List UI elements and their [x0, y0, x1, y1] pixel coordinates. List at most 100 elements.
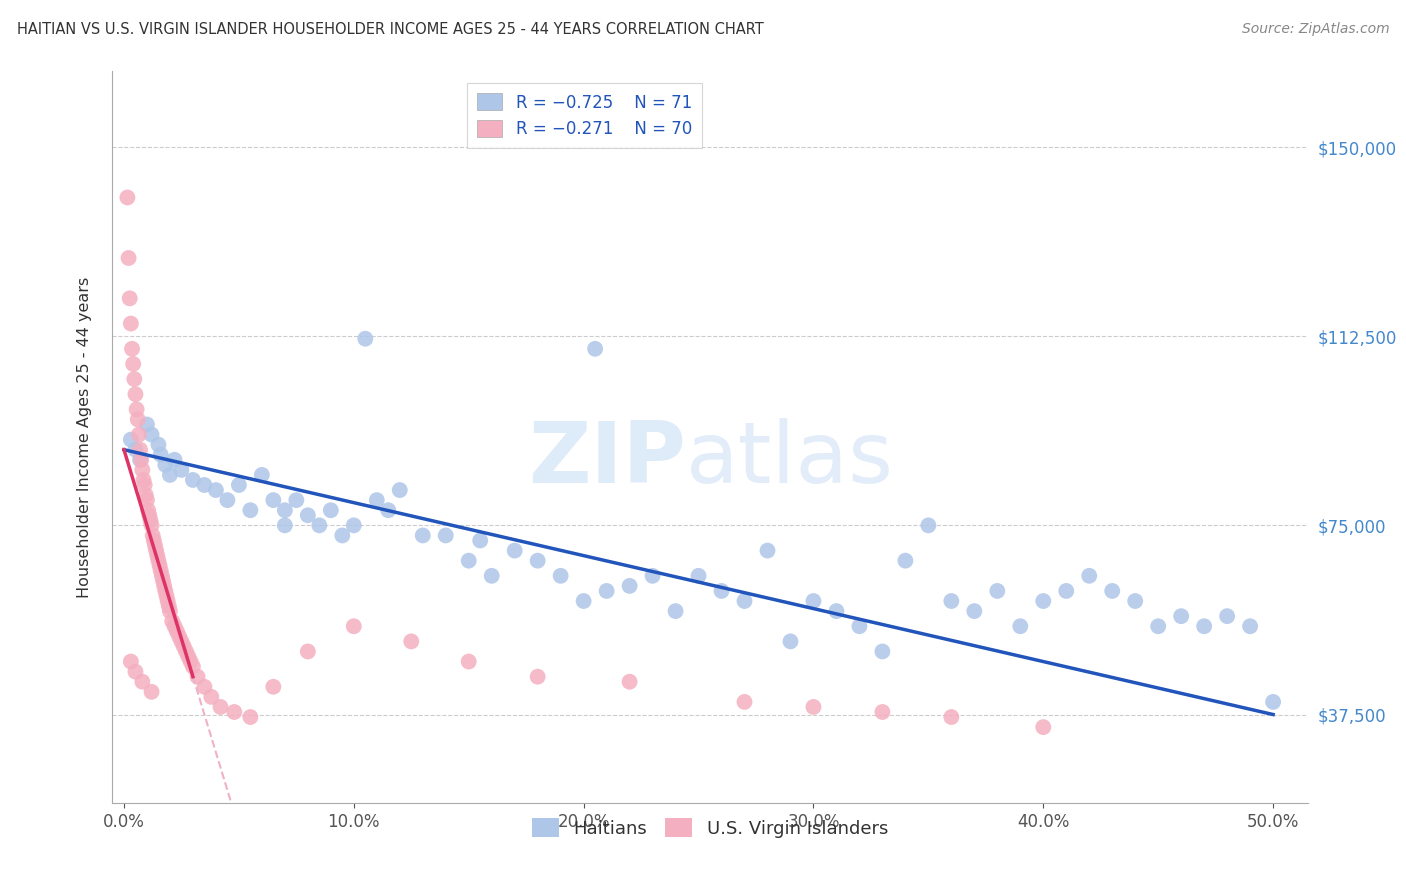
Point — [124, 372, 146, 386]
Point — [174, 644, 197, 658]
Point — [128, 427, 150, 442]
Point — [217, 493, 239, 508]
Point — [120, 655, 142, 669]
Point — [170, 634, 193, 648]
Point — [152, 574, 174, 588]
Text: Source: ZipAtlas.com: Source: ZipAtlas.com — [1241, 22, 1389, 37]
Point — [343, 518, 366, 533]
Point — [619, 579, 641, 593]
Point — [572, 594, 595, 608]
Point — [1032, 720, 1054, 734]
Point — [619, 674, 641, 689]
Point — [239, 503, 262, 517]
Point — [125, 402, 148, 417]
Point — [941, 594, 963, 608]
Point — [401, 634, 423, 648]
Point — [583, 342, 606, 356]
Point — [354, 332, 377, 346]
Point — [710, 583, 733, 598]
Point — [641, 569, 664, 583]
Point — [388, 483, 411, 497]
Point — [1170, 609, 1192, 624]
Point — [848, 619, 870, 633]
Point — [377, 503, 399, 517]
Point — [138, 508, 160, 523]
Point — [170, 463, 193, 477]
Point — [1239, 619, 1261, 633]
Point — [470, 533, 492, 548]
Point — [117, 251, 139, 265]
Point — [155, 589, 177, 603]
Point — [136, 417, 159, 432]
Point — [193, 478, 215, 492]
Point — [136, 503, 159, 517]
Point — [129, 452, 152, 467]
Point — [262, 493, 284, 508]
Point — [181, 659, 204, 673]
Point — [142, 528, 165, 542]
Point — [180, 655, 202, 669]
Point — [149, 558, 172, 573]
Point — [1101, 583, 1123, 598]
Point — [734, 594, 756, 608]
Point — [963, 604, 986, 618]
Point — [941, 710, 963, 724]
Point — [366, 493, 388, 508]
Point — [412, 528, 434, 542]
Point — [1147, 619, 1170, 633]
Point — [131, 463, 153, 477]
Point — [1123, 594, 1146, 608]
Point — [129, 442, 152, 457]
Point — [825, 604, 848, 618]
Point — [121, 342, 143, 356]
Point — [141, 427, 163, 442]
Point — [803, 700, 825, 714]
Point — [120, 317, 142, 331]
Text: HAITIAN VS U.S. VIRGIN ISLANDER HOUSEHOLDER INCOME AGES 25 - 44 YEARS CORRELATIO: HAITIAN VS U.S. VIRGIN ISLANDER HOUSEHOL… — [17, 22, 763, 37]
Point — [193, 680, 215, 694]
Point — [209, 700, 232, 714]
Point — [141, 685, 163, 699]
Point — [136, 493, 159, 508]
Point — [149, 564, 172, 578]
Point — [117, 190, 139, 204]
Point — [228, 478, 250, 492]
Point — [917, 518, 939, 533]
Point — [330, 528, 353, 542]
Point — [155, 458, 177, 472]
Point — [1032, 594, 1054, 608]
Point — [872, 644, 894, 658]
Point — [129, 452, 152, 467]
Point — [1010, 619, 1032, 633]
Point — [124, 442, 146, 457]
Point — [142, 533, 165, 548]
Point — [157, 599, 180, 613]
Point — [526, 554, 548, 568]
Point — [688, 569, 710, 583]
Point — [756, 543, 779, 558]
Point — [149, 448, 172, 462]
Point — [155, 583, 177, 598]
Point — [131, 674, 153, 689]
Point — [124, 665, 146, 679]
Point — [159, 604, 181, 618]
Point — [595, 583, 617, 598]
Point — [150, 569, 173, 583]
Point — [894, 554, 917, 568]
Point — [434, 528, 457, 542]
Point — [250, 467, 273, 482]
Point — [127, 412, 149, 426]
Point — [239, 710, 262, 724]
Point — [297, 508, 319, 523]
Point — [1261, 695, 1284, 709]
Point — [503, 543, 526, 558]
Point — [148, 437, 170, 451]
Point — [134, 478, 156, 492]
Point — [457, 655, 479, 669]
Point — [526, 670, 548, 684]
Point — [457, 554, 479, 568]
Point — [156, 594, 179, 608]
Point — [177, 649, 200, 664]
Point — [143, 539, 166, 553]
Point — [205, 483, 228, 497]
